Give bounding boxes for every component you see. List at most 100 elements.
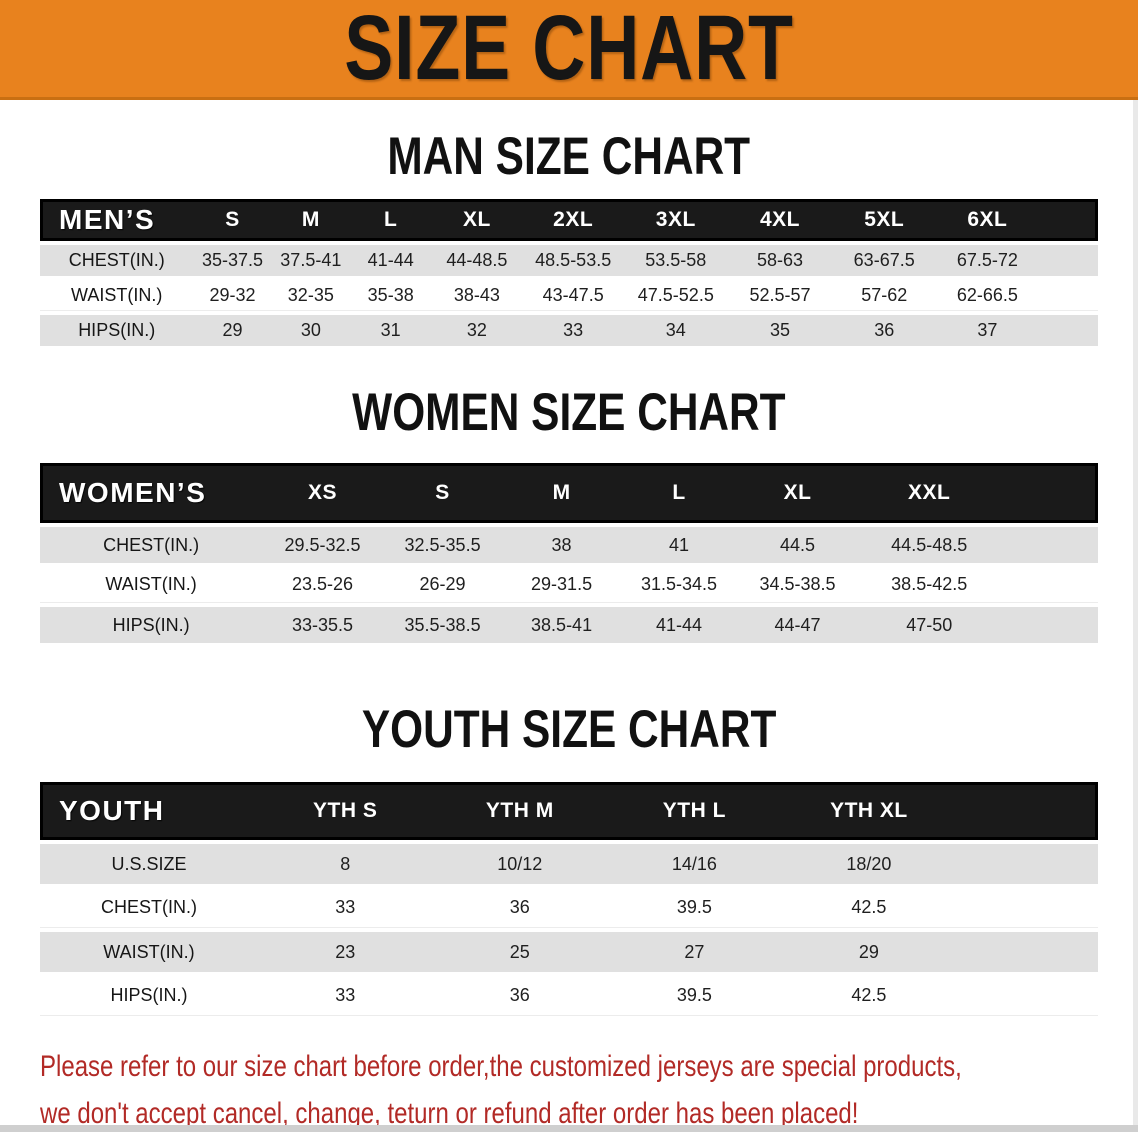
table-group-label: WOMEN’S (40, 463, 263, 523)
size-column-header: L (349, 199, 432, 241)
value-cell: 37 (936, 315, 1039, 346)
value-cell: 31.5-34.5 (620, 567, 738, 603)
size-column-header: M (502, 463, 621, 523)
value-cell: 35 (727, 315, 833, 346)
table-group-label: YOUTH (40, 782, 258, 840)
disclaimer: Please refer to our size chart before or… (40, 1046, 1138, 1132)
size-column-header: L (620, 463, 738, 523)
value-cell: 38-43 (431, 280, 523, 311)
size-column-header: YTH XL (781, 782, 957, 840)
size-column-header: YTH M (432, 782, 608, 840)
women-size-table: WOMEN’S XS S M L XL XXL CHEST(IN.) 29.5-32.5 32.5… (40, 459, 1098, 647)
value-cell: 44-48.5 (431, 245, 523, 276)
value-cell: 42.5 (781, 888, 957, 928)
table-header-row: MEN’S S M L XL 2XL 3XL 4XL 5XL 6XL (40, 199, 1098, 241)
row-label: HIPS(IN.) (40, 976, 258, 1016)
value-cell: 47-50 (857, 607, 1001, 643)
scan-edge-bottom (0, 1125, 1138, 1132)
size-column-header: XL (737, 463, 858, 523)
measurement-row: HIPS(IN.) 33-35.5 35.5-38.5 38.5-41 41-44 44-… (40, 607, 1098, 643)
value-cell: 67.5-72 (936, 245, 1039, 276)
filler-cell (1000, 527, 1098, 563)
women-section-heading: WOMEN SIZE CHART (0, 350, 1138, 459)
size-column-header: S (193, 199, 272, 241)
value-cell: 35.5-38.5 (382, 607, 503, 643)
men-size-table: MEN’S S M L XL 2XL 3XL 4XL 5XL 6XL CHEST(IN.) 35-37… (40, 195, 1098, 350)
filler-cell (1038, 315, 1098, 346)
value-cell: 33-35.5 (262, 607, 383, 643)
men-section-heading: MAN SIZE CHART (0, 100, 1138, 195)
value-cell: 8 (257, 844, 433, 884)
value-cell: 32-35 (271, 280, 350, 311)
value-cell: 23 (257, 932, 433, 972)
row-label: HIPS(IN.) (40, 607, 263, 643)
value-cell: 14/16 (607, 844, 782, 884)
disclaimer-text-1: Please refer to our size chart before or… (40, 1050, 962, 1083)
table-header-row: YOUTH YTH S YTH M YTH L YTH XL (40, 782, 1098, 840)
men-section-heading-text: MAN SIZE CHART (387, 127, 751, 186)
value-cell: 34.5-38.5 (737, 567, 858, 603)
value-cell: 29 (193, 315, 272, 346)
value-cell: 39.5 (607, 976, 782, 1016)
banner: SIZE CHART (0, 0, 1138, 100)
size-column-header: 4XL (727, 199, 833, 241)
size-column-header: YTH S (257, 782, 433, 840)
value-cell: 52.5-57 (727, 280, 833, 311)
section-youth: YOUTH SIZE CHART YOUTH YTH S YTH M YTH L YTH… (0, 647, 1138, 1020)
value-cell: 62-66.5 (936, 280, 1039, 311)
value-cell: 41 (620, 527, 738, 563)
youth-section-heading: YOUTH SIZE CHART (0, 647, 1138, 778)
value-cell: 29-32 (193, 280, 272, 311)
row-label: HIPS(IN.) (40, 315, 194, 346)
size-column-header: 3XL (623, 199, 728, 241)
value-cell: 42.5 (781, 976, 957, 1016)
value-cell: 36 (432, 888, 608, 928)
value-cell: 48.5-53.5 (522, 245, 624, 276)
value-cell: 37.5-41 (271, 245, 350, 276)
disclaimer-line-2: we don't accept cancel, change, teturn o… (40, 1093, 1138, 1132)
value-cell: 38.5-42.5 (857, 567, 1001, 603)
filler-cell (1038, 245, 1098, 276)
value-cell: 10/12 (432, 844, 608, 884)
row-label: CHEST(IN.) (40, 245, 194, 276)
youth-size-table: YOUTH YTH S YTH M YTH L YTH XL U.S.SIZE 8 10/12… (40, 778, 1098, 1020)
value-cell: 41-44 (349, 245, 432, 276)
measurement-row: CHEST(IN.) 35-37.5 37.5-41 41-44 44-48.5 48.5… (40, 245, 1098, 276)
value-cell: 58-63 (727, 245, 833, 276)
value-cell: 32 (431, 315, 523, 346)
value-cell: 35-37.5 (193, 245, 272, 276)
disclaimer-line-1: Please refer to our size chart before or… (40, 1046, 1138, 1093)
disclaimer-text-2: we don't accept cancel, change, teturn o… (40, 1097, 859, 1130)
size-column-header: S (382, 463, 503, 523)
value-cell: 53.5-58 (623, 245, 728, 276)
value-cell: 26-29 (382, 567, 503, 603)
value-cell: 38 (502, 527, 621, 563)
value-cell: 27 (607, 932, 782, 972)
value-cell: 29 (781, 932, 957, 972)
filler-cell (956, 932, 1098, 972)
filler-cell (956, 976, 1098, 1016)
value-cell: 32.5-35.5 (382, 527, 503, 563)
value-cell: 38.5-41 (502, 607, 621, 643)
value-cell: 29-31.5 (502, 567, 621, 603)
value-cell: 57-62 (832, 280, 937, 311)
value-cell: 30 (271, 315, 350, 346)
scan-edge-right (1133, 100, 1138, 1125)
value-cell: 36 (432, 976, 608, 1016)
value-cell: 35-38 (349, 280, 432, 311)
value-cell: 18/20 (781, 844, 957, 884)
filler-header-cell (956, 782, 1098, 840)
size-column-header: XS (262, 463, 383, 523)
filler-cell (956, 844, 1098, 884)
measurement-row: HIPS(IN.) 33 36 39.5 42.5 (40, 976, 1098, 1016)
filler-cell (1000, 607, 1098, 643)
value-cell: 33 (522, 315, 624, 346)
measurement-row: WAIST(IN.) 23 25 27 29 (40, 932, 1098, 972)
value-cell: 23.5-26 (262, 567, 383, 603)
measurement-row: CHEST(IN.) 29.5-32.5 32.5-35.5 38 41 44.5 44.5… (40, 527, 1098, 563)
measurement-row: CHEST(IN.) 33 36 39.5 42.5 (40, 888, 1098, 928)
value-cell: 25 (432, 932, 608, 972)
value-cell: 29.5-32.5 (262, 527, 383, 563)
value-cell: 63-67.5 (832, 245, 937, 276)
value-cell: 36 (832, 315, 937, 346)
